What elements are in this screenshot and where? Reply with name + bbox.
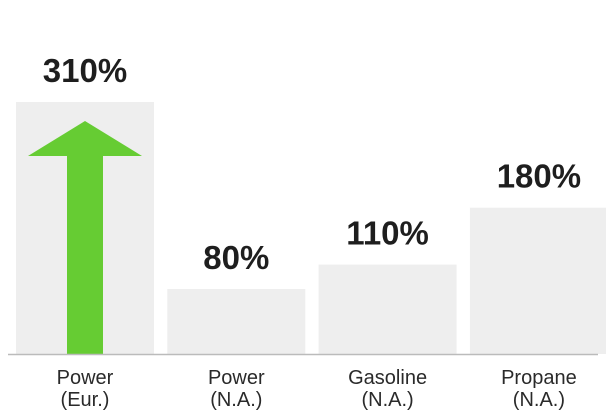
data-label-0: 310% xyxy=(43,52,127,89)
arrow-annotation-group xyxy=(28,121,142,354)
bar-3 xyxy=(469,207,606,354)
category-label-3-line-0: Propane xyxy=(501,367,577,389)
data-label-3: 180% xyxy=(497,158,581,195)
data-label-1: 80% xyxy=(203,239,269,276)
category-labels-group: Power (Eur.)Power (N.A.)Gasoline (N.A.)Prop… xyxy=(57,367,577,411)
up-arrow-icon xyxy=(28,121,142,354)
bar-1 xyxy=(167,289,306,354)
category-label-0: Power (Eur.) xyxy=(57,367,114,411)
category-label-1-line-1: (N.A.) xyxy=(210,389,262,411)
category-label-3-line-1: (N.A.) xyxy=(513,389,565,411)
category-label-0-line-0: Power xyxy=(57,367,114,389)
value-labels-group: 310% 80% 110% 180% xyxy=(43,52,581,276)
data-label-2: 110% xyxy=(346,215,429,252)
category-label-1-line-0: Power xyxy=(208,367,265,389)
bar-2 xyxy=(318,264,457,354)
category-label-2-line-1: (N.A.) xyxy=(361,389,413,411)
category-label-3: Propane (N.A.) xyxy=(501,367,577,411)
category-label-2-line-0: Gasoline xyxy=(348,367,427,389)
category-label-2: Gasoline (N.A.) xyxy=(348,367,427,411)
category-label-1: Power (N.A.) xyxy=(208,367,265,411)
category-label-0-line-1: (Eur.) xyxy=(61,389,110,411)
